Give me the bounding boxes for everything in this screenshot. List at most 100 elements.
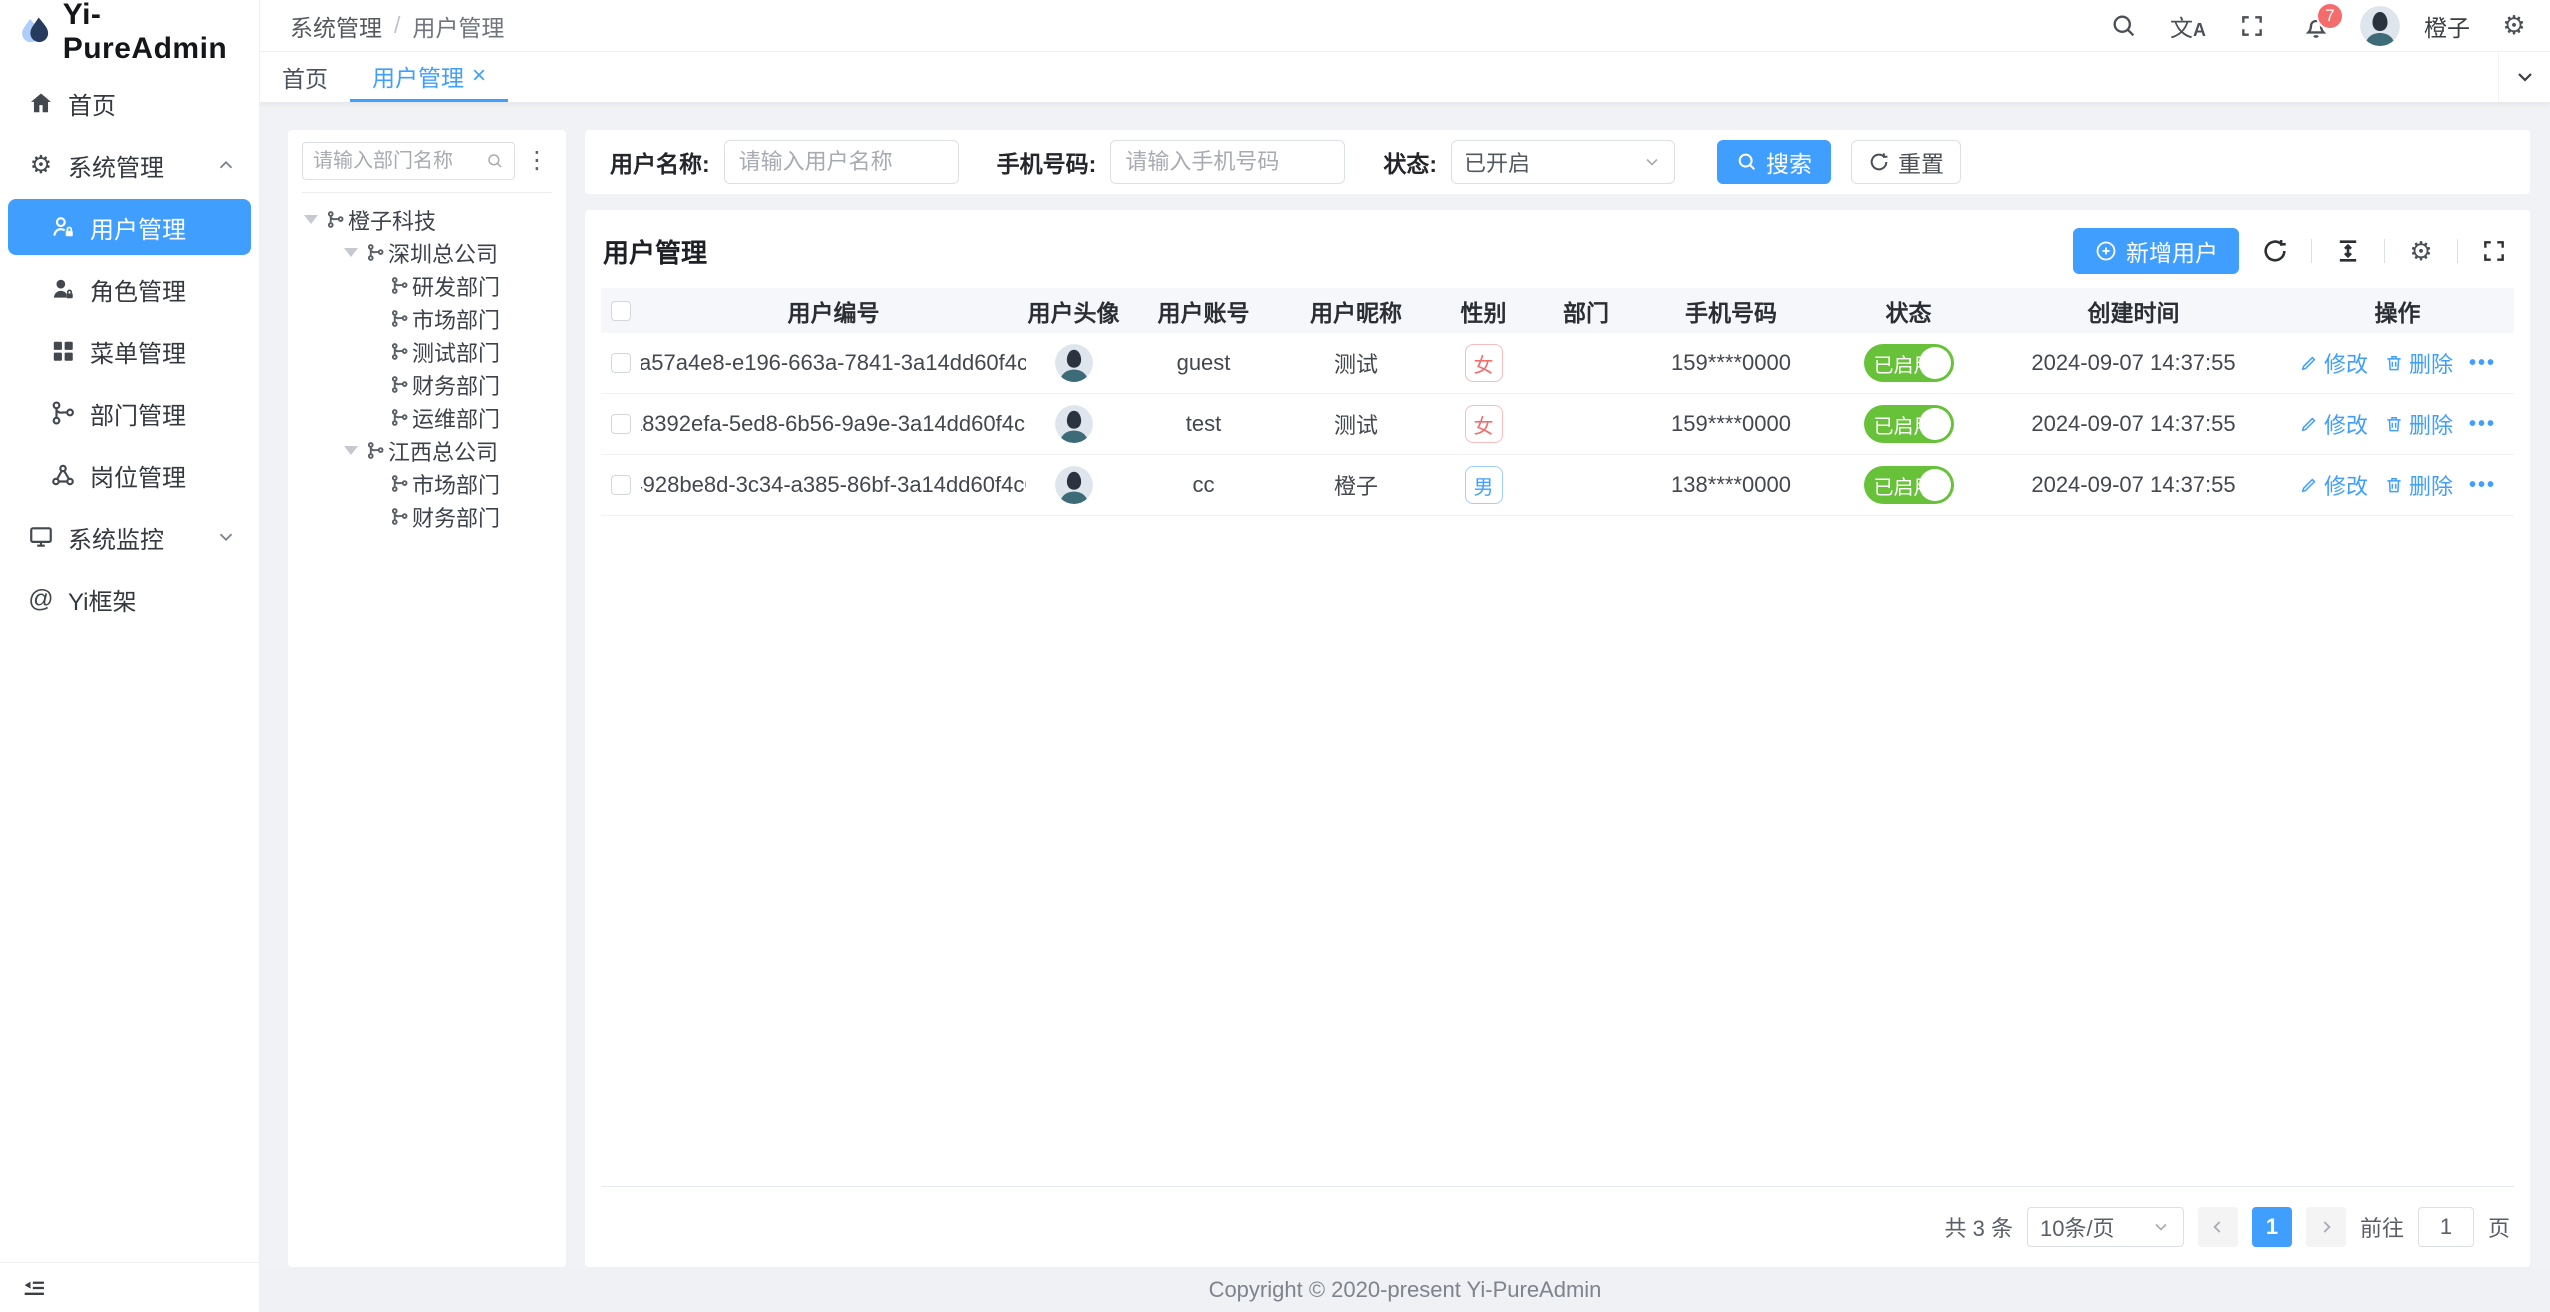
- column-settings-gear-icon[interactable]: ⚙: [2409, 235, 2433, 266]
- user-table-card: 用户管理 新增用户: [585, 210, 2530, 1267]
- user-phone: 138****0000: [1671, 472, 1791, 497]
- sidebar-item-home[interactable]: 首页: [0, 72, 259, 134]
- delete-button[interactable]: 删除: [2384, 408, 2453, 440]
- filter-bar: 用户名称: 手机号码: 状态: 已开启 搜索: [585, 130, 2530, 194]
- table-fullscreen-icon[interactable]: [2474, 233, 2514, 269]
- table-header-row: 用户编号 用户头像 用户账号 用户昵称 性别 部门 手机号码 状态 创建时间 操…: [601, 288, 2514, 333]
- caret-down-icon[interactable]: [344, 446, 358, 455]
- footer: Copyright © 2020-present Yi-PureAdmin: [260, 1268, 2550, 1312]
- water-drop-logo-icon: [22, 17, 49, 43]
- chevron-down-icon: [219, 533, 233, 542]
- next-page-button[interactable]: [2305, 1207, 2346, 1247]
- branch-icon: [391, 343, 408, 360]
- goto-page-input[interactable]: [2417, 1207, 2474, 1247]
- search-button[interactable]: 搜索: [1717, 140, 1832, 184]
- content: ⋮ 橙子科技 深圳总公司 研发部门 市场部门 测试部门 财务部门 运维部门 江西…: [260, 102, 2550, 1268]
- tab-user-mgmt[interactable]: 用户管理 ×: [350, 52, 509, 102]
- status-select[interactable]: 已开启: [1451, 140, 1676, 184]
- search-icon: [488, 154, 502, 168]
- tree-node[interactable]: 江西总公司: [302, 434, 552, 467]
- refresh-icon[interactable]: [2255, 233, 2295, 269]
- tree-node[interactable]: 运维部门: [302, 401, 552, 434]
- chevron-down-icon: [2155, 1223, 2167, 1231]
- edit-button[interactable]: 修改: [2299, 408, 2368, 440]
- status-toggle[interactable]: 已启用: [1863, 466, 1954, 504]
- sidebar-item-system-mgmt[interactable]: ⚙ 系统管理: [0, 134, 259, 196]
- delete-button[interactable]: 删除: [2384, 469, 2453, 501]
- edit-button[interactable]: 修改: [2299, 469, 2368, 501]
- tree-node[interactable]: 财务部门: [302, 368, 552, 401]
- caret-down-icon[interactable]: [344, 248, 358, 257]
- breadcrumb-system[interactable]: 系统管理: [290, 14, 382, 41]
- chevron-down-icon: [2517, 73, 2532, 82]
- username-input[interactable]: [723, 140, 959, 184]
- reset-button[interactable]: 重置: [1851, 140, 1962, 184]
- status-toggle[interactable]: 已启用: [1863, 344, 1954, 382]
- user-avatar[interactable]: [1054, 466, 1093, 504]
- row-density-icon[interactable]: [2328, 233, 2368, 269]
- avatar[interactable]: [2360, 5, 2400, 46]
- tree-node[interactable]: 深圳总公司: [302, 236, 552, 269]
- top-navbar: 系统管理 / 用户管理 文A 7: [260, 0, 2550, 52]
- row-checkbox[interactable]: [611, 414, 631, 434]
- close-icon[interactable]: ×: [472, 61, 487, 89]
- sidebar-item-menu-mgmt[interactable]: 菜单管理: [0, 320, 259, 382]
- delete-button[interactable]: 删除: [2384, 347, 2453, 379]
- gender-tag: 男: [1464, 466, 1503, 504]
- more-actions-icon[interactable]: •••: [2469, 473, 2497, 496]
- tree-node[interactable]: 测试部门: [302, 335, 552, 368]
- status-label: 状态:: [1383, 151, 1438, 177]
- status-toggle[interactable]: 已启用: [1863, 405, 1954, 443]
- col-phone: 手机号码: [1685, 299, 1777, 326]
- pencil-icon: [2301, 417, 2316, 432]
- breadcrumb-users[interactable]: 用户管理: [412, 14, 505, 41]
- caret-down-icon[interactable]: [304, 215, 318, 224]
- row-checkbox[interactable]: [611, 475, 631, 495]
- sidebar-item-user-mgmt[interactable]: 用户管理: [8, 199, 251, 255]
- tree-node[interactable]: 财务部门: [302, 500, 552, 533]
- search-icon[interactable]: [2104, 6, 2144, 46]
- user-avatar[interactable]: [1054, 405, 1093, 443]
- page-number-button[interactable]: 1: [2251, 1207, 2292, 1247]
- tree-more-icon[interactable]: ⋮: [525, 147, 550, 174]
- more-actions-icon[interactable]: •••: [2469, 351, 2497, 374]
- logo[interactable]: Yi-PureAdmin: [0, 0, 259, 65]
- page-size-select[interactable]: 10条/页: [2026, 1207, 2184, 1247]
- tree-node[interactable]: 研发部门: [302, 269, 552, 302]
- tree-node[interactable]: 橙子科技: [302, 203, 552, 236]
- fullscreen-icon[interactable]: [2232, 6, 2272, 46]
- sidebar-item-yi-framework[interactable]: @ Yi框架: [0, 568, 259, 630]
- sidebar-item-system-monitor[interactable]: 系统监控: [0, 506, 259, 568]
- branch-icon: [327, 211, 344, 228]
- phone-input[interactable]: [1110, 140, 1346, 184]
- table-toolbar: 新增用户 ⚙: [2073, 228, 2514, 274]
- sidebar-item-role-mgmt[interactable]: 角色管理: [0, 258, 259, 320]
- created-time: 2024-09-07 14:37:55: [2031, 411, 2236, 436]
- collapse-sidebar-icon[interactable]: [20, 1274, 48, 1302]
- table-row: 4928be8d-3c34-a385-86bf-3a14dd60f4c6 cc …: [601, 455, 2514, 516]
- branch-icon: [391, 277, 408, 294]
- add-user-button[interactable]: 新增用户: [2073, 228, 2239, 274]
- branch-icon: [367, 442, 384, 459]
- tree-node[interactable]: 市场部门: [302, 302, 552, 335]
- prev-page-button[interactable]: [2197, 1207, 2238, 1247]
- sidebar-item-dept-mgmt[interactable]: 部门管理: [0, 382, 259, 444]
- department-search-input[interactable]: [302, 142, 515, 180]
- edit-button[interactable]: 修改: [2299, 347, 2368, 379]
- tab-home[interactable]: 首页: [282, 66, 328, 92]
- role-icon: [53, 279, 73, 299]
- user-avatar[interactable]: [1054, 344, 1093, 382]
- row-checkbox[interactable]: [611, 353, 631, 373]
- sidebar-item-post-mgmt[interactable]: 岗位管理: [0, 444, 259, 506]
- tabs-dropdown-button[interactable]: [2498, 52, 2550, 102]
- settings-gear-icon[interactable]: ⚙: [2502, 10, 2526, 40]
- chevron-left-icon: [2213, 1221, 2221, 1233]
- user-nickname: 橙子: [1333, 474, 1378, 499]
- card-title: 用户管理: [603, 237, 708, 268]
- more-actions-icon[interactable]: •••: [2469, 412, 2497, 435]
- tree-node[interactable]: 市场部门: [302, 467, 552, 500]
- user-name[interactable]: 橙子: [2424, 14, 2470, 41]
- bell-icon[interactable]: 7: [2296, 1, 2344, 46]
- translate-icon[interactable]: 文A: [2170, 14, 2206, 41]
- select-all-checkbox[interactable]: [611, 300, 631, 321]
